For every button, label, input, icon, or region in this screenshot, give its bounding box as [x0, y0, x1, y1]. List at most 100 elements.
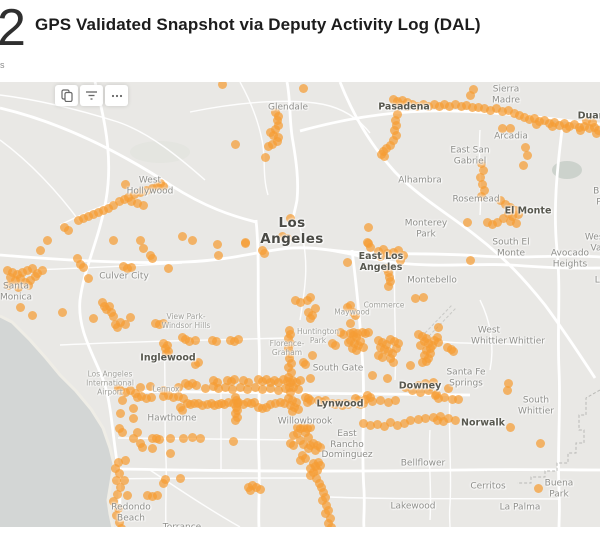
gps-point[interactable] — [300, 427, 310, 437]
gps-point[interactable] — [305, 292, 315, 302]
gps-point[interactable] — [125, 312, 135, 322]
gps-point[interactable] — [273, 377, 283, 387]
gps-point[interactable] — [569, 119, 579, 129]
gps-point[interactable] — [412, 101, 422, 111]
gps-point[interactable] — [520, 142, 530, 152]
gps-point[interactable] — [235, 382, 245, 392]
gps-point[interactable] — [325, 513, 335, 523]
gps-point[interactable] — [160, 474, 170, 484]
gps-point[interactable] — [211, 336, 221, 346]
gps-point[interactable] — [338, 329, 348, 339]
gps-point[interactable] — [154, 434, 164, 444]
gps-point[interactable] — [345, 318, 355, 328]
gps-point[interactable] — [461, 100, 471, 110]
gps-point[interactable] — [433, 322, 443, 332]
gps-point[interactable] — [465, 90, 475, 100]
gps-point[interactable] — [114, 517, 124, 527]
gps-point[interactable] — [230, 139, 240, 149]
gps-point[interactable] — [265, 383, 275, 393]
gps-point[interactable] — [382, 248, 392, 258]
filter-button[interactable] — [80, 85, 103, 106]
gps-point[interactable] — [208, 381, 218, 391]
gps-point[interactable] — [15, 273, 25, 283]
gps-point[interactable] — [505, 216, 515, 226]
gps-point[interactable] — [35, 245, 45, 255]
gps-point[interactable] — [117, 395, 127, 405]
gps-point[interactable] — [503, 105, 513, 115]
gps-point[interactable] — [138, 243, 148, 253]
gps-point[interactable] — [295, 455, 305, 465]
gps-point[interactable] — [495, 195, 505, 205]
gps-point[interactable] — [230, 415, 240, 425]
gps-point[interactable] — [373, 246, 383, 256]
gps-point[interactable] — [15, 302, 25, 312]
gps-point[interactable] — [497, 106, 507, 116]
gps-point[interactable] — [146, 392, 156, 402]
gps-point[interactable] — [395, 255, 405, 265]
gps-point[interactable] — [350, 310, 360, 320]
gps-point[interactable] — [282, 376, 292, 386]
gps-point[interactable] — [177, 231, 187, 241]
gps-point[interactable] — [57, 307, 67, 317]
gps-point[interactable] — [503, 378, 513, 388]
gps-point[interactable] — [353, 395, 363, 405]
gps-point[interactable] — [129, 189, 139, 199]
gps-point[interactable] — [465, 255, 475, 265]
gps-point[interactable] — [575, 125, 585, 135]
gps-point[interactable] — [529, 113, 539, 123]
gps-point[interactable] — [305, 373, 315, 383]
gps-point[interactable] — [379, 421, 389, 431]
gps-point[interactable] — [104, 301, 114, 311]
gps-point[interactable] — [197, 400, 207, 410]
gps-point[interactable] — [561, 123, 571, 133]
gps-point[interactable] — [147, 183, 157, 193]
gps-point[interactable] — [539, 115, 549, 125]
gps-point[interactable] — [147, 491, 157, 501]
gps-point[interactable] — [305, 395, 315, 405]
gps-point[interactable] — [405, 415, 415, 425]
gps-point[interactable] — [479, 103, 489, 113]
gps-point[interactable] — [473, 102, 483, 112]
gps-point[interactable] — [284, 353, 294, 363]
gps-point[interactable] — [391, 120, 401, 130]
gps-point[interactable] — [418, 292, 428, 302]
gps-point[interactable] — [438, 416, 448, 426]
gps-point[interactable] — [270, 124, 280, 134]
gps-point[interactable] — [397, 95, 407, 105]
gps-point[interactable] — [584, 123, 594, 133]
gps-point[interactable] — [132, 427, 142, 437]
gps-point[interactable] — [385, 276, 395, 286]
gps-point[interactable] — [443, 383, 453, 393]
gps-point[interactable] — [425, 348, 435, 358]
gps-point[interactable] — [283, 333, 293, 343]
gps-point[interactable] — [260, 152, 270, 162]
gps-point[interactable] — [547, 121, 557, 131]
gps-point[interactable] — [402, 101, 412, 111]
gps-point[interactable] — [126, 196, 136, 206]
gps-point[interactable] — [117, 427, 127, 437]
gps-point[interactable] — [303, 432, 313, 442]
gps-point[interactable] — [413, 414, 423, 424]
gps-point[interactable] — [392, 96, 402, 106]
gps-point[interactable] — [213, 250, 223, 260]
gps-point[interactable] — [305, 313, 315, 323]
gps-point[interactable] — [272, 115, 282, 125]
gps-point[interactable] — [293, 404, 303, 414]
gps-point[interactable] — [108, 235, 118, 245]
gps-point[interactable] — [23, 280, 33, 290]
gps-point[interactable] — [514, 110, 524, 120]
gps-point[interactable] — [119, 194, 129, 204]
gps-point[interactable] — [507, 211, 517, 221]
gps-point[interactable] — [136, 391, 146, 401]
gps-point[interactable] — [2, 265, 12, 275]
gps-point[interactable] — [138, 200, 148, 210]
gps-point[interactable] — [141, 393, 151, 403]
gps-point[interactable] — [120, 387, 130, 397]
gps-point[interactable] — [108, 496, 118, 506]
gps-point[interactable] — [579, 121, 589, 131]
gps-point[interactable] — [554, 120, 564, 130]
gps-point[interactable] — [462, 217, 472, 227]
gps-point[interactable] — [249, 397, 259, 407]
gps-point[interactable] — [285, 387, 295, 397]
gps-point[interactable] — [389, 125, 399, 135]
